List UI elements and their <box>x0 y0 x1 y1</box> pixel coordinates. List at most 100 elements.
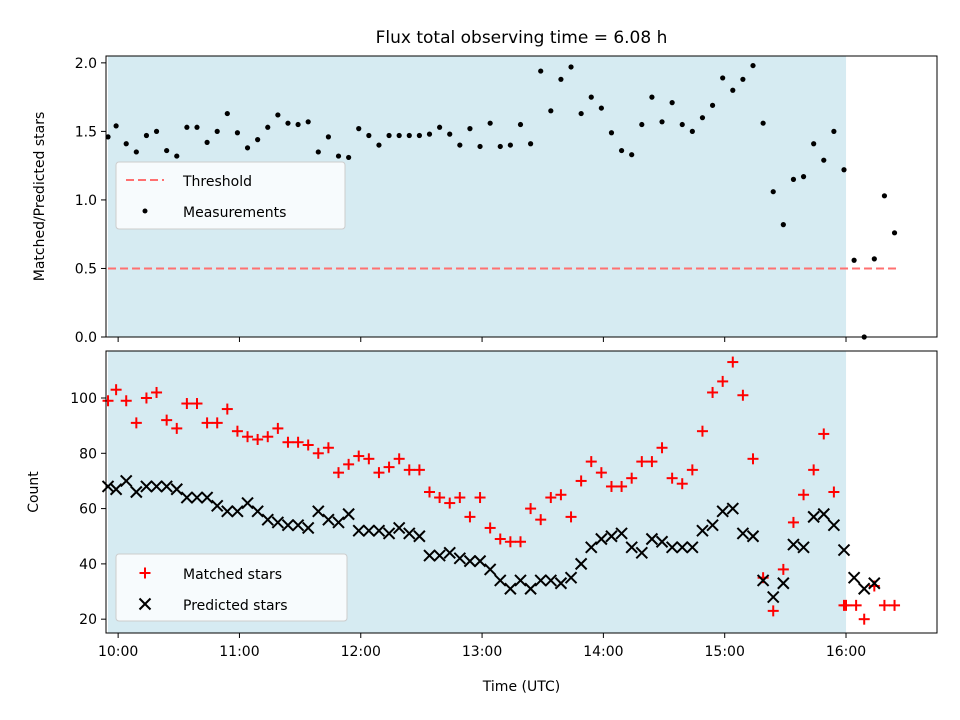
matched-star-point <box>120 395 132 407</box>
measurement-point <box>396 132 402 139</box>
matched-star-point <box>211 417 223 429</box>
predicted-star-point <box>403 527 416 540</box>
measurement-point <box>244 145 251 151</box>
measurement-point <box>588 94 594 100</box>
legend-cross-mark <box>138 597 152 611</box>
matched-star-point <box>464 511 476 523</box>
matched-star-point <box>616 480 628 492</box>
predicted-star-point <box>858 582 871 595</box>
predicted-star-point <box>312 505 325 518</box>
legend-measurements-label: Measurements <box>183 205 286 221</box>
predicted-star-point <box>483 563 497 576</box>
predicted-star-point <box>554 577 568 590</box>
matched-star-point <box>110 384 122 396</box>
measurement-point <box>477 143 483 150</box>
measurement-point <box>123 141 129 147</box>
predicted-star-point <box>706 518 719 532</box>
matched-star-point <box>292 436 304 448</box>
predicted-star-point <box>150 480 163 493</box>
matched-star-point <box>525 503 537 515</box>
predicted-star-point <box>221 505 234 518</box>
matched-star-point <box>130 417 142 429</box>
bottom-y-ticks: 20 40 60 80 100 <box>70 391 106 628</box>
measurement-point <box>406 132 412 139</box>
measurement-point <box>234 130 241 136</box>
measurement-point <box>143 132 150 139</box>
predicted-star-point <box>544 574 558 587</box>
top-y-tick-label: 0.0 <box>75 330 97 346</box>
predicted-star-point <box>676 541 689 554</box>
predicted-star-point <box>180 491 194 504</box>
bottom-y-tick-label: 20 <box>79 612 97 628</box>
predicted-star-point <box>281 518 295 532</box>
measurement-point <box>578 110 584 117</box>
predicted-star-point <box>494 574 507 587</box>
measurement-point <box>153 128 160 134</box>
measurement-point <box>527 141 534 147</box>
predicted-star-point <box>696 524 709 537</box>
x-tick-label: 12:00 <box>341 644 381 660</box>
predicted-star-point <box>382 527 396 540</box>
measurement-point <box>608 130 615 136</box>
matched-star-point <box>302 439 314 451</box>
top-y-tick-label: 1.5 <box>75 124 97 140</box>
measurement-point <box>800 174 807 180</box>
matched-star-point <box>102 395 114 407</box>
matched-star-point <box>494 533 506 545</box>
measurement-point <box>821 157 827 163</box>
top-y-tick-label: 2.0 <box>75 56 97 72</box>
predicted-star-point <box>140 480 153 493</box>
measurement-point <box>295 121 301 128</box>
measurement-point <box>376 142 382 148</box>
measurement-point <box>105 134 111 140</box>
predicted-star-point <box>392 521 406 535</box>
measurement-point <box>618 147 625 154</box>
matched-star-point <box>656 442 668 454</box>
matched-star-point <box>555 489 567 501</box>
matched-star-point <box>444 497 456 509</box>
predicted-star-point <box>574 557 588 571</box>
predicted-star-point <box>686 541 699 554</box>
predicted-star-point <box>595 532 608 546</box>
predicted-star-point <box>342 507 355 521</box>
matched-star-point <box>434 492 446 504</box>
predicted-star-point <box>443 546 456 560</box>
matched-star-point <box>777 563 789 575</box>
measurement-point <box>558 76 564 82</box>
top-legend-box <box>115 161 346 230</box>
top-y-tick-label: 1.0 <box>75 193 97 209</box>
measurement-point <box>720 75 726 81</box>
predicted-star-point <box>160 480 173 493</box>
matched-star-point <box>878 599 890 611</box>
predicted-star-point <box>736 527 750 540</box>
matched-star-point <box>191 398 203 410</box>
x-tick-label: 11:00 <box>219 644 259 660</box>
measurement-point <box>679 121 685 128</box>
matched-star-point <box>454 492 466 504</box>
predicted-star-point <box>726 502 739 515</box>
matched-star-point <box>717 375 729 387</box>
measurement-point <box>214 128 220 134</box>
ratio-panel: 0.0 0.5 1.0 1.5 2.0 Flux total observing tim… <box>32 28 938 346</box>
measurement-point <box>689 128 695 134</box>
predicted-star-point <box>847 571 861 584</box>
matched-star-point <box>585 456 597 468</box>
x-tick-label: 14:00 <box>583 644 623 660</box>
measurement-point <box>659 119 665 125</box>
top-y-axis-label: Matched/Predicted stars <box>32 112 48 282</box>
bottom-axes-frame <box>105 350 938 634</box>
predicted-star-point <box>170 483 183 496</box>
legend-matched-swatch <box>139 567 151 579</box>
matched-star-point <box>676 478 688 490</box>
measurement-point <box>386 132 392 139</box>
predicted-star-point <box>827 518 841 532</box>
matched-star-point <box>272 422 284 434</box>
measurement-point <box>699 115 706 121</box>
predicted-star-point <box>200 491 214 504</box>
measurement-point <box>113 123 119 129</box>
measurement-point <box>871 256 877 262</box>
predicted-star-point <box>787 538 800 551</box>
legend-matched-label: Matched stars <box>183 567 282 583</box>
count-panel: 20 40 60 80 100 10:00 11:00 12:00 13:00 14:00 15:… <box>26 350 938 695</box>
